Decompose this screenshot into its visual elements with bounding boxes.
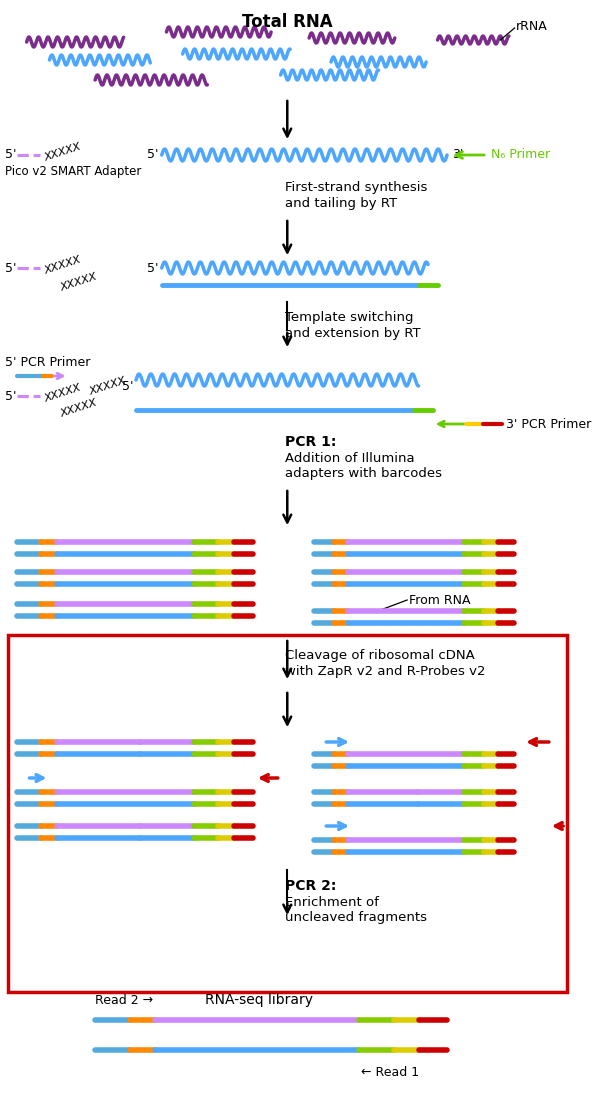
Text: XXXXX: XXXXX <box>88 375 127 396</box>
Text: rRNA: rRNA <box>516 20 547 34</box>
Text: 5': 5' <box>5 262 16 274</box>
Text: and tailing by RT: and tailing by RT <box>285 197 397 210</box>
Text: 3' PCR Primer: 3' PCR Primer <box>506 417 591 431</box>
Text: 5': 5' <box>122 379 133 393</box>
Text: First-strand synthesis: First-strand synthesis <box>285 181 428 195</box>
Text: RNA-seq library: RNA-seq library <box>205 993 312 1007</box>
Text: XXXXX: XXXXX <box>59 271 98 293</box>
Text: Pico v2 SMART Adapter: Pico v2 SMART Adapter <box>5 166 141 179</box>
Text: Read 2 →: Read 2 → <box>95 994 153 1006</box>
Text: Total RNA: Total RNA <box>242 13 333 31</box>
Text: XXXXX: XXXXX <box>59 397 98 419</box>
Text: Template switching: Template switching <box>285 311 414 325</box>
Text: From RNA: From RNA <box>409 593 471 606</box>
Text: uncleaved fragments: uncleaved fragments <box>285 912 428 924</box>
Bar <box>8 634 567 993</box>
Text: N₆ Primer: N₆ Primer <box>491 149 550 161</box>
Text: adapters with barcodes: adapters with barcodes <box>285 468 442 480</box>
Text: PCR 1:: PCR 1: <box>285 435 337 449</box>
Text: Addition of Illumina: Addition of Illumina <box>285 451 415 464</box>
Text: XXXXX: XXXXX <box>43 254 82 275</box>
Text: with ZapR v2 and R-Probes v2: with ZapR v2 and R-Probes v2 <box>285 665 486 677</box>
Text: 5': 5' <box>5 149 16 161</box>
Text: ← Read 1: ← Read 1 <box>361 1065 420 1079</box>
Text: 3': 3' <box>452 149 463 161</box>
Text: 5': 5' <box>147 262 159 274</box>
Text: XXXXX: XXXXX <box>43 141 82 162</box>
Text: XXXXX: XXXXX <box>43 383 82 404</box>
Text: Cleavage of ribosomal cDNA: Cleavage of ribosomal cDNA <box>285 649 475 661</box>
Text: 5': 5' <box>147 149 159 161</box>
Text: 5' PCR Primer: 5' PCR Primer <box>5 356 90 368</box>
Text: PCR 2:: PCR 2: <box>285 880 337 893</box>
Text: Enrichment of: Enrichment of <box>285 895 379 909</box>
Text: and extension by RT: and extension by RT <box>285 328 421 340</box>
Text: 5': 5' <box>5 389 16 403</box>
